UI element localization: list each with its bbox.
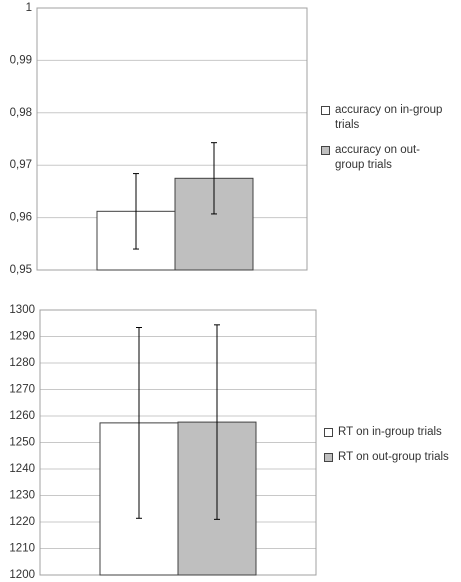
- y-tick-label: 0,96: [10, 212, 32, 224]
- y-tick-label: 0,97: [10, 159, 32, 171]
- y-tick-label: 1300: [9, 304, 35, 316]
- y-tick-label: 1: [26, 2, 32, 14]
- y-tick-label: 1200: [9, 569, 35, 581]
- y-tick-label: 0,95: [10, 264, 32, 276]
- legend-label: accuracy on out-group trials: [335, 144, 421, 171]
- y-tick-label: 0,99: [10, 54, 32, 66]
- legend-item: RT on in-group trials: [324, 425, 459, 440]
- legend-label: RT on in-group trials: [338, 426, 442, 438]
- legend-item: RT on out-group trials: [324, 450, 459, 465]
- y-tick-label: 1240: [9, 463, 35, 475]
- y-tick-label: 0,98: [10, 107, 32, 119]
- y-tick-label: 1280: [9, 357, 35, 369]
- legend-label: accuracy on in-group trials: [335, 104, 443, 131]
- legend-swatch: [324, 453, 333, 462]
- legend-swatch: [324, 428, 333, 437]
- y-tick-label: 1250: [9, 437, 35, 449]
- legend-swatch: [321, 106, 330, 115]
- legend: accuracy on in-group trials accuracy on o…: [321, 103, 449, 183]
- y-tick-label: 1290: [9, 331, 35, 343]
- y-tick-label: 1230: [9, 490, 35, 502]
- y-tick-label: 1220: [9, 516, 35, 528]
- legend-item: accuracy on in-group trials: [321, 103, 449, 133]
- legend: RT on in-group trials RT on out-group tri…: [324, 425, 459, 475]
- legend-swatch: [321, 146, 330, 155]
- y-tick-label: 1260: [9, 410, 35, 422]
- legend-label: RT on out-group trials: [338, 451, 449, 463]
- legend-item: accuracy on out-group trials: [321, 143, 449, 173]
- y-tick-label: 1270: [9, 384, 35, 396]
- y-tick-label: 1210: [9, 543, 35, 555]
